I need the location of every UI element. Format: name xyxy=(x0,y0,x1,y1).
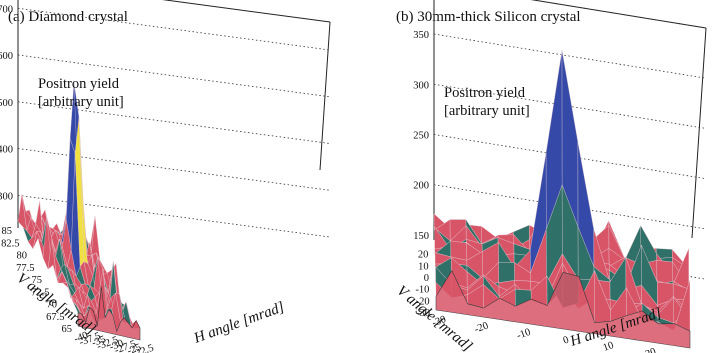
z-tick-label: 400 xyxy=(0,145,13,156)
top-edge-line xyxy=(162,0,331,23)
y-tick-label: -10 xyxy=(415,285,429,296)
x-tick-label: -25 xyxy=(126,342,143,353)
z-axis-label-line1: Positron yield xyxy=(444,85,526,101)
z-gridline xyxy=(531,0,707,29)
x-tick-label: -10 xyxy=(515,327,532,342)
x-tick-label: -20 xyxy=(473,320,490,335)
x-tick-label: -22.5 xyxy=(131,343,155,353)
y-tick-label: 77.5 xyxy=(16,263,34,274)
surface-plot-silicon: 150200250300350400-30-20-1001020-30-20-1… xyxy=(393,0,707,353)
x-tick-label: -30 xyxy=(431,314,448,329)
y-tick-label: 10 xyxy=(418,261,429,272)
x-tick-label: 10 xyxy=(602,340,616,353)
x-tick-label: 20 xyxy=(644,346,658,353)
top-edge-line xyxy=(530,0,707,29)
z-tick-label: 600 xyxy=(0,51,13,62)
z-tick-label: 250 xyxy=(413,131,429,142)
y-tick-label: 82.5 xyxy=(1,238,19,249)
z-gridline xyxy=(17,101,331,144)
surface-mesh xyxy=(17,82,141,341)
z-tick-label: 350 xyxy=(413,30,429,41)
z-tick-label: 150 xyxy=(413,231,429,242)
z-tick-label: 500 xyxy=(0,98,13,109)
chart-title-silicon: (b) 30mm-thick Silicon crystal xyxy=(396,9,581,25)
axis-walls xyxy=(433,0,707,240)
chart-title-diamond: (a) Diamond crystal xyxy=(8,9,128,25)
y-tick-label: 72.5 xyxy=(31,287,49,298)
y-tick-label: 67.5 xyxy=(46,312,64,323)
grid-lines xyxy=(17,7,331,238)
y-tick-label: 75 xyxy=(32,275,43,286)
z-axis-label-line1: Positron yield xyxy=(38,76,120,92)
axis-walls xyxy=(17,0,331,228)
z-gridline xyxy=(17,54,331,98)
y-tick-label: 85 xyxy=(2,226,13,237)
y-tick-label: 0 xyxy=(424,273,429,284)
y-tick-label: -20 xyxy=(416,296,430,307)
surface-skirt xyxy=(77,286,141,341)
y-tick-label: 70 xyxy=(47,300,58,311)
x-tick-label: 0 xyxy=(562,335,571,347)
axis-ticks: 300400500600700-40-37.5-35-32.5-30-27.5-… xyxy=(0,4,155,353)
surface-skirt xyxy=(435,270,691,349)
far-edge-line xyxy=(319,21,331,171)
x-axis-label: H angle [mrad] xyxy=(191,299,287,347)
z-tick-label: 300 xyxy=(413,80,429,91)
surface-facet xyxy=(498,262,515,283)
surface-mesh xyxy=(433,50,691,349)
z-tick-label: 700 xyxy=(0,4,13,15)
y-tick-label: 80 xyxy=(17,251,28,262)
z-tick-label: 300 xyxy=(0,191,13,202)
far-edge-line xyxy=(691,27,707,239)
axis-ticks: 150200250300350400-30-20-1001020-30-20-1… xyxy=(413,30,658,353)
z-axis-label-line2: [arbitrary unit] xyxy=(38,94,124,110)
z-gridline xyxy=(433,33,707,79)
chart-silicon-panel: (b) 30mm-thick Silicon crystal 150 200 250… xyxy=(356,0,712,353)
z-tick-label: 200 xyxy=(413,181,429,192)
chart-diamond-panel: (a) Diamond crystal 300400500600700-40-3… xyxy=(0,0,331,353)
surface-plot-diamond: 300400500600700-40-37.5-35-32.5-30-27.5-… xyxy=(0,0,331,353)
z-axis-label-line2: [arbitrary unit] xyxy=(444,103,530,119)
y-tick-label: 20 xyxy=(418,250,429,261)
y-tick-label: -30 xyxy=(416,308,430,319)
z-gridline xyxy=(17,148,331,191)
x-tick-label: -30 xyxy=(108,338,125,353)
x-tick-label: -35 xyxy=(90,334,107,349)
x-tick-label: -40 xyxy=(73,330,90,345)
z-gridline xyxy=(17,7,331,51)
y-tick-label: 65 xyxy=(62,324,73,335)
